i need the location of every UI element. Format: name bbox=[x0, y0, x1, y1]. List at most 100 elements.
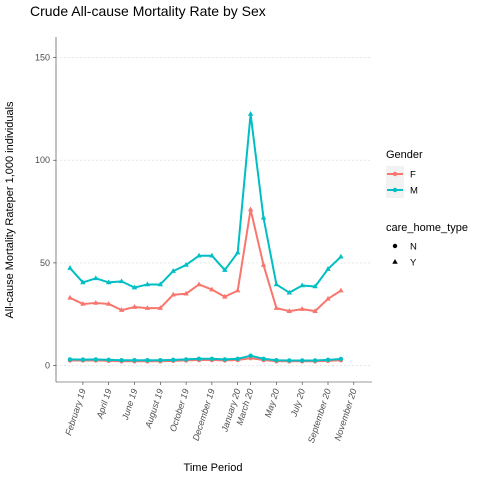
data-point bbox=[145, 358, 150, 363]
legend-shape-key bbox=[392, 243, 398, 249]
data-point bbox=[274, 358, 279, 363]
data-point bbox=[286, 308, 292, 313]
series-layer bbox=[67, 111, 344, 364]
data-point bbox=[118, 307, 125, 312]
y-tick-label: 50 bbox=[40, 258, 50, 268]
data-point bbox=[312, 308, 318, 313]
data-point bbox=[338, 253, 344, 259]
series-line bbox=[69, 113, 342, 294]
series-M-Y bbox=[67, 111, 344, 295]
data-point bbox=[132, 358, 137, 363]
data-point bbox=[312, 358, 318, 363]
x-axis-title: Time Period bbox=[184, 462, 243, 474]
data-point bbox=[196, 281, 202, 287]
data-point bbox=[235, 287, 241, 293]
data-point bbox=[235, 249, 241, 255]
data-point bbox=[171, 357, 176, 363]
data-point bbox=[183, 357, 189, 362]
data-point bbox=[260, 261, 267, 267]
data-point bbox=[106, 300, 112, 306]
data-point bbox=[260, 214, 267, 220]
data-point bbox=[222, 293, 228, 299]
grid bbox=[56, 57, 372, 366]
y-tick-label: 150 bbox=[35, 53, 50, 63]
data-point bbox=[93, 299, 99, 305]
data-point bbox=[119, 358, 124, 363]
y-axis-ticks: 0 50 100 150 bbox=[35, 53, 56, 371]
data-point bbox=[170, 291, 176, 297]
legend-key-marker bbox=[392, 187, 398, 193]
data-point bbox=[183, 290, 189, 296]
x-tick-label: July 20 bbox=[288, 388, 307, 419]
x-tick-label: June 19 bbox=[120, 388, 140, 423]
y-axis-title: All-cause Mortality Rateper 1,000 indivi… bbox=[4, 101, 16, 319]
data-point bbox=[235, 356, 240, 361]
series-line bbox=[69, 208, 342, 313]
data-point bbox=[247, 206, 254, 212]
data-point bbox=[209, 286, 215, 292]
data-point bbox=[106, 357, 111, 363]
y-tick-label: 0 bbox=[45, 361, 50, 371]
data-point bbox=[222, 267, 228, 272]
data-point bbox=[247, 111, 254, 116]
data-point bbox=[131, 284, 138, 290]
data-point bbox=[80, 279, 86, 285]
x-tick-label: December 19 bbox=[191, 388, 217, 442]
series-F-Y bbox=[67, 206, 344, 313]
data-point bbox=[286, 289, 292, 295]
data-point bbox=[67, 294, 73, 300]
data-point bbox=[248, 353, 253, 358]
series-line bbox=[69, 354, 341, 362]
data-point bbox=[273, 281, 280, 287]
data-point bbox=[273, 305, 280, 310]
x-axis-ticks: February 19 April 19 June 19 August 19 Octob… bbox=[63, 382, 359, 445]
series-M-N bbox=[67, 353, 344, 363]
data-point bbox=[170, 268, 176, 273]
data-point bbox=[325, 266, 331, 271]
data-point bbox=[325, 295, 331, 301]
data-point bbox=[67, 357, 73, 362]
data-point bbox=[287, 358, 292, 363]
data-point bbox=[131, 304, 138, 309]
x-tick-label: February 19 bbox=[63, 388, 88, 437]
legend-label: M bbox=[410, 186, 418, 197]
data-point bbox=[80, 300, 86, 306]
data-point bbox=[144, 281, 151, 287]
legend-shape-key bbox=[392, 259, 398, 264]
data-point bbox=[144, 305, 151, 310]
data-point bbox=[93, 357, 99, 362]
data-point bbox=[338, 356, 344, 362]
data-point bbox=[118, 278, 125, 284]
data-point bbox=[80, 357, 86, 362]
legend-key-marker bbox=[392, 171, 398, 177]
x-tick-label: September 20 bbox=[306, 388, 333, 445]
chart-title: Crude All-cause Mortality Rate by Sex bbox=[30, 3, 266, 19]
plot-panel bbox=[56, 37, 372, 382]
data-point bbox=[183, 261, 189, 267]
legend-title-gender: Gender bbox=[386, 149, 423, 161]
data-point bbox=[67, 265, 73, 270]
x-tick-label: May 20 bbox=[263, 388, 282, 419]
y-tick-label: 100 bbox=[35, 155, 50, 165]
data-point bbox=[158, 358, 163, 363]
data-point bbox=[157, 281, 163, 287]
data-point bbox=[196, 252, 202, 258]
data-point bbox=[300, 358, 305, 363]
data-point bbox=[209, 252, 215, 258]
data-point bbox=[93, 275, 99, 281]
legend-title-care-home-type: care_home_type bbox=[386, 222, 468, 234]
x-tick-label: November 20 bbox=[332, 388, 358, 442]
data-point bbox=[325, 357, 331, 363]
x-tick-label: April 19 bbox=[94, 388, 113, 421]
data-point bbox=[299, 306, 305, 311]
data-point bbox=[106, 279, 112, 285]
data-point bbox=[312, 283, 318, 289]
data-point bbox=[196, 356, 202, 361]
x-tick-label: August 19 bbox=[143, 388, 165, 431]
legend-label: Y bbox=[410, 258, 417, 269]
data-point bbox=[222, 357, 227, 362]
data-point bbox=[261, 356, 266, 361]
legend-label: N bbox=[410, 242, 417, 253]
